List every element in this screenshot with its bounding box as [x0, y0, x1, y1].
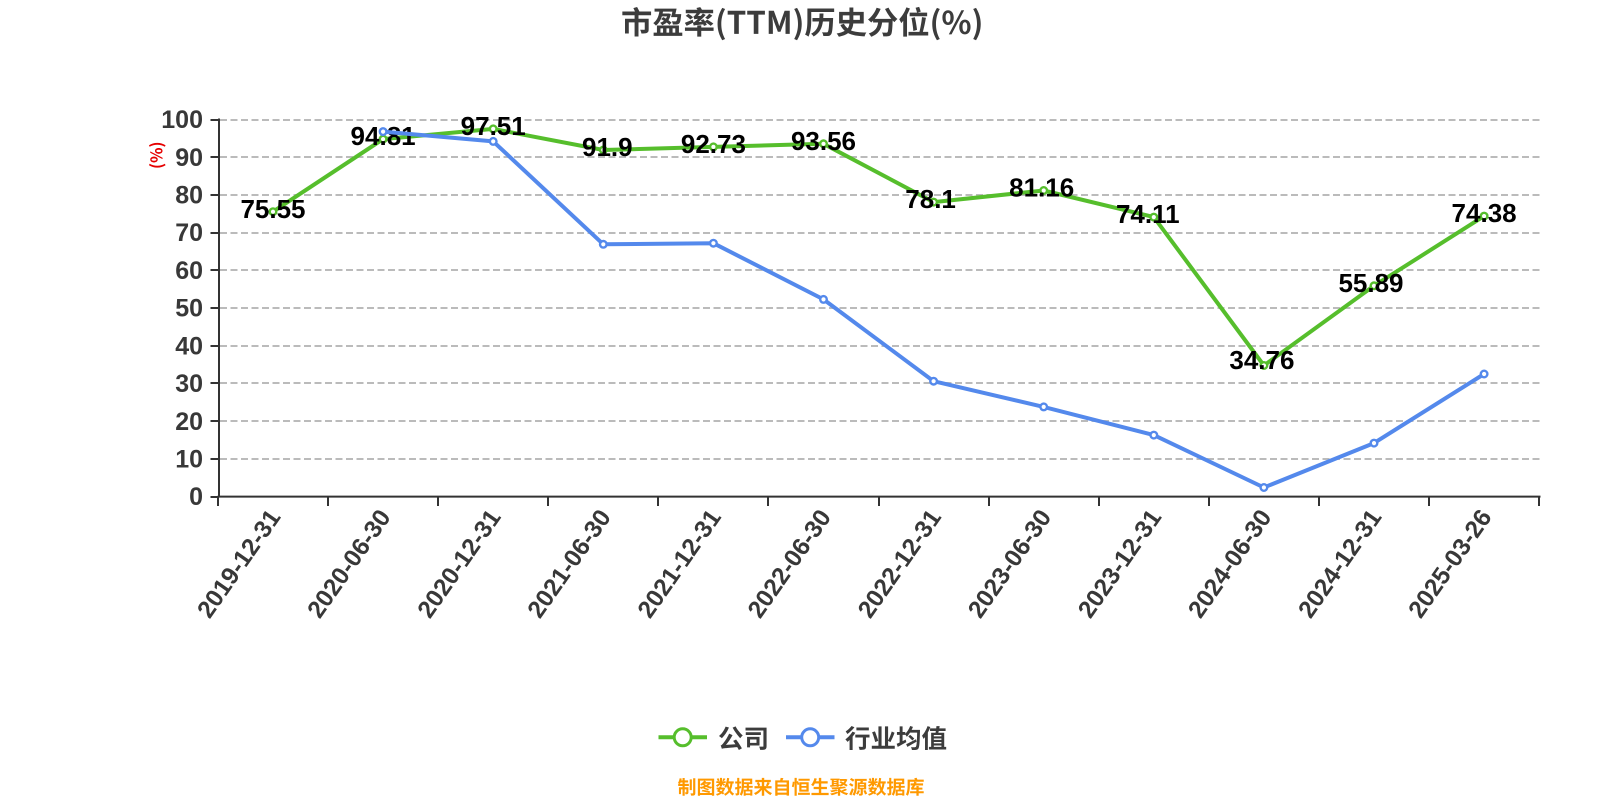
- svg-text:2019-12-31: 2019-12-31: [192, 505, 286, 623]
- svg-text:70: 70: [175, 219, 203, 247]
- svg-text:2024-12-31: 2024-12-31: [1293, 505, 1387, 623]
- svg-text:74.11: 74.11: [1116, 199, 1180, 229]
- svg-text:2025-03-26: 2025-03-26: [1404, 505, 1498, 623]
- svg-text:30: 30: [175, 370, 203, 398]
- svg-text:94.81: 94.81: [351, 121, 416, 151]
- svg-text:74.38: 74.38: [1452, 198, 1517, 228]
- svg-text:2022-06-30: 2022-06-30: [743, 505, 837, 623]
- svg-text:2022-12-31: 2022-12-31: [853, 505, 947, 623]
- svg-text:0: 0: [189, 483, 203, 511]
- svg-text:93.56: 93.56: [791, 126, 856, 156]
- svg-text:50: 50: [175, 295, 203, 323]
- svg-text:40: 40: [175, 332, 203, 360]
- svg-text:10: 10: [175, 446, 203, 474]
- svg-text:2024-06-30: 2024-06-30: [1183, 505, 1277, 623]
- svg-text:91.9: 91.9: [582, 132, 633, 162]
- svg-text:55.89: 55.89: [1338, 268, 1403, 298]
- svg-text:97.51: 97.51: [461, 111, 526, 141]
- svg-text:2023-06-30: 2023-06-30: [963, 505, 1057, 623]
- svg-text:2020-12-31: 2020-12-31: [413, 505, 507, 623]
- svg-text:75.55: 75.55: [240, 194, 305, 224]
- svg-text:2023-12-31: 2023-12-31: [1073, 505, 1167, 623]
- svg-text:92.73: 92.73: [681, 129, 746, 159]
- svg-text:78.1: 78.1: [905, 184, 956, 214]
- svg-text:20: 20: [175, 408, 203, 436]
- svg-text:60: 60: [175, 257, 203, 285]
- svg-text:90: 90: [175, 144, 203, 172]
- svg-text:2021-12-31: 2021-12-31: [633, 505, 727, 623]
- svg-text:81.16: 81.16: [1009, 173, 1074, 203]
- svg-text:2020-06-30: 2020-06-30: [303, 505, 397, 623]
- svg-text:80: 80: [175, 182, 203, 210]
- svg-text:100: 100: [161, 106, 203, 134]
- svg-text:34.76: 34.76: [1229, 345, 1294, 375]
- svg-text:2021-06-30: 2021-06-30: [523, 505, 617, 623]
